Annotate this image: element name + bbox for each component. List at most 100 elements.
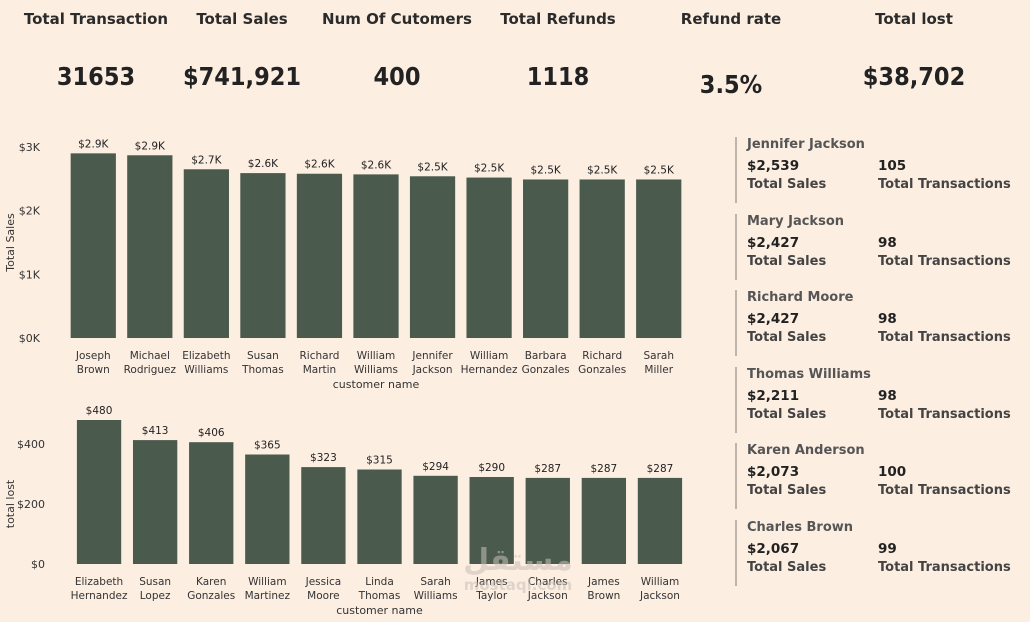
y-axis-title: total lost [4, 479, 17, 528]
x-tick-label: William [357, 350, 395, 362]
x-tick-label: Williams [414, 590, 458, 602]
bar [76, 420, 122, 564]
kpi-total-sales-value: $741,921 [182, 62, 302, 91]
x-tick-label: Barbara [525, 350, 567, 362]
x-tick-label: William [470, 350, 508, 362]
kpi-refund-rate-value: 3.5% [699, 70, 763, 99]
bar [70, 153, 116, 338]
y-axis-title: Total Sales [4, 213, 17, 273]
x-tick-label: Williams [184, 364, 228, 376]
kpi-num-customers-label: Num Of Cutomers [322, 10, 472, 28]
data-label: $2.6K [361, 159, 392, 171]
customer-card-name: Thomas Williams [747, 367, 871, 382]
customer-card-name: Charles Brown [747, 520, 854, 535]
data-label: $287 [534, 463, 561, 475]
customer-card-transactions-label: Total Transactions [878, 177, 1011, 192]
bar [183, 169, 229, 338]
bar [579, 179, 625, 338]
data-label: $480 [86, 405, 113, 417]
bar [296, 173, 343, 338]
bar [127, 155, 173, 338]
x-tick-label: Elizabeth [75, 576, 123, 588]
x-tick-label: William [248, 576, 286, 588]
customer-card-sales-label: Total Sales [747, 330, 827, 345]
customer-card: Jennifer Jackson $2,539 Total Sales 105 Tota… [735, 137, 1011, 203]
customer-card-transactions-value: 100 [878, 464, 907, 480]
customer-card-transactions-label: Total Transactions [878, 407, 1011, 422]
x-tick-label: Susan [139, 576, 171, 588]
kpi-num-customers-value: 400 [373, 62, 421, 91]
data-label: $2.5K [587, 164, 618, 176]
y-tick-label: $0K [19, 332, 41, 345]
x-tick-label: Jennifer [411, 350, 453, 362]
x-tick-label: Taylor [475, 590, 508, 602]
kpi-total-transaction-value: 31653 [56, 62, 136, 91]
x-tick-label: Thomas [241, 364, 284, 376]
customer-card-transactions-value: 98 [878, 235, 897, 251]
data-label: $294 [422, 461, 449, 473]
data-label: $2.9K [135, 140, 166, 152]
x-tick-label: Michael [130, 350, 170, 362]
data-label: $2.9K [78, 138, 109, 150]
x-tick-label: James [475, 576, 508, 588]
kpi-total-transaction-label: Total Transaction [23, 10, 169, 28]
customer-card: Charles Brown $2,067 Total Sales 99 Total Tr… [735, 520, 1011, 586]
customer-card-name: Mary Jackson [747, 214, 845, 229]
data-label: $2.5K [474, 163, 505, 175]
customer-card-transactions-label: Total Transactions [878, 330, 1011, 345]
customer-card-sales-value: $2,427 [747, 311, 800, 327]
customer-card-transactions-value: 99 [878, 541, 897, 557]
data-label: $413 [142, 425, 169, 437]
data-label: $287 [647, 463, 674, 475]
x-tick-label: Charles [528, 576, 568, 588]
y-tick-label: $3K [19, 141, 41, 154]
kpi-total-refunds-label: Total Refunds [500, 10, 616, 28]
bar [469, 477, 514, 564]
bar [466, 177, 512, 338]
x-tick-label: Martinez [245, 590, 291, 602]
bar [413, 475, 458, 564]
bar [189, 442, 234, 564]
x-tick-label: James [587, 576, 620, 588]
x-axis-title: customer name [336, 604, 423, 617]
x-tick-label: Jessica [305, 576, 342, 588]
x-tick-label: Lopez [140, 590, 171, 602]
x-tick-label: Brown [587, 590, 620, 602]
y-tick-label: $2K [19, 205, 41, 218]
customer-card-transactions-value: 98 [878, 311, 897, 327]
customer-card-name: Jennifer Jackson [747, 137, 865, 152]
data-label: $365 [254, 440, 281, 452]
x-tick-label: Richard [582, 350, 622, 362]
x-tick-label: Gonzales [522, 364, 570, 376]
customer-card: Thomas Williams $2,211 Total Sales 98 Total … [735, 367, 1011, 433]
customer-card: Richard Moore $2,427 Total Sales 98 Total Tr… [735, 290, 1011, 356]
customer-card-name: Richard Moore [747, 290, 854, 305]
customer-card-sales-label: Total Sales [747, 483, 827, 498]
data-label: $2.5K [531, 164, 562, 176]
x-tick-label: William [641, 576, 679, 588]
customer-card-transactions-label: Total Transactions [878, 560, 1011, 575]
kpi-total-sales-label: Total Sales [196, 10, 288, 28]
x-tick-label: Jackson [639, 590, 680, 602]
x-tick-label: Linda [365, 576, 394, 588]
data-label: $2.5K [417, 161, 448, 173]
x-tick-label: Rodriguez [124, 364, 177, 376]
x-tick-label: Sarah [643, 350, 674, 362]
customer-card-sales-value: $2,073 [747, 464, 800, 480]
kpi-total-lost-value: $38,702 [862, 62, 966, 91]
watermark-arabic: مستقل [463, 543, 573, 578]
customer-card-sales-label: Total Sales [747, 254, 827, 269]
kpi-total-lost-label: Total lost [875, 10, 953, 28]
bar [353, 174, 399, 338]
kpi-refund-rate-label: Refund rate [680, 10, 782, 28]
customer-card-sales-value: $2,067 [747, 541, 800, 557]
bar [525, 477, 570, 564]
x-tick-label: Thomas [358, 590, 401, 602]
customer-card-transactions-value: 98 [878, 388, 897, 404]
x-tick-label: Richard [300, 350, 340, 362]
customer-card: Karen Anderson $2,073 Total Sales 100 Total … [735, 443, 1011, 509]
kpi-total-refunds-value: 1118 [526, 62, 590, 91]
x-tick-label: Elizabeth [182, 350, 230, 362]
x-tick-label: Jackson [412, 364, 453, 376]
data-label: $2.6K [304, 159, 335, 171]
